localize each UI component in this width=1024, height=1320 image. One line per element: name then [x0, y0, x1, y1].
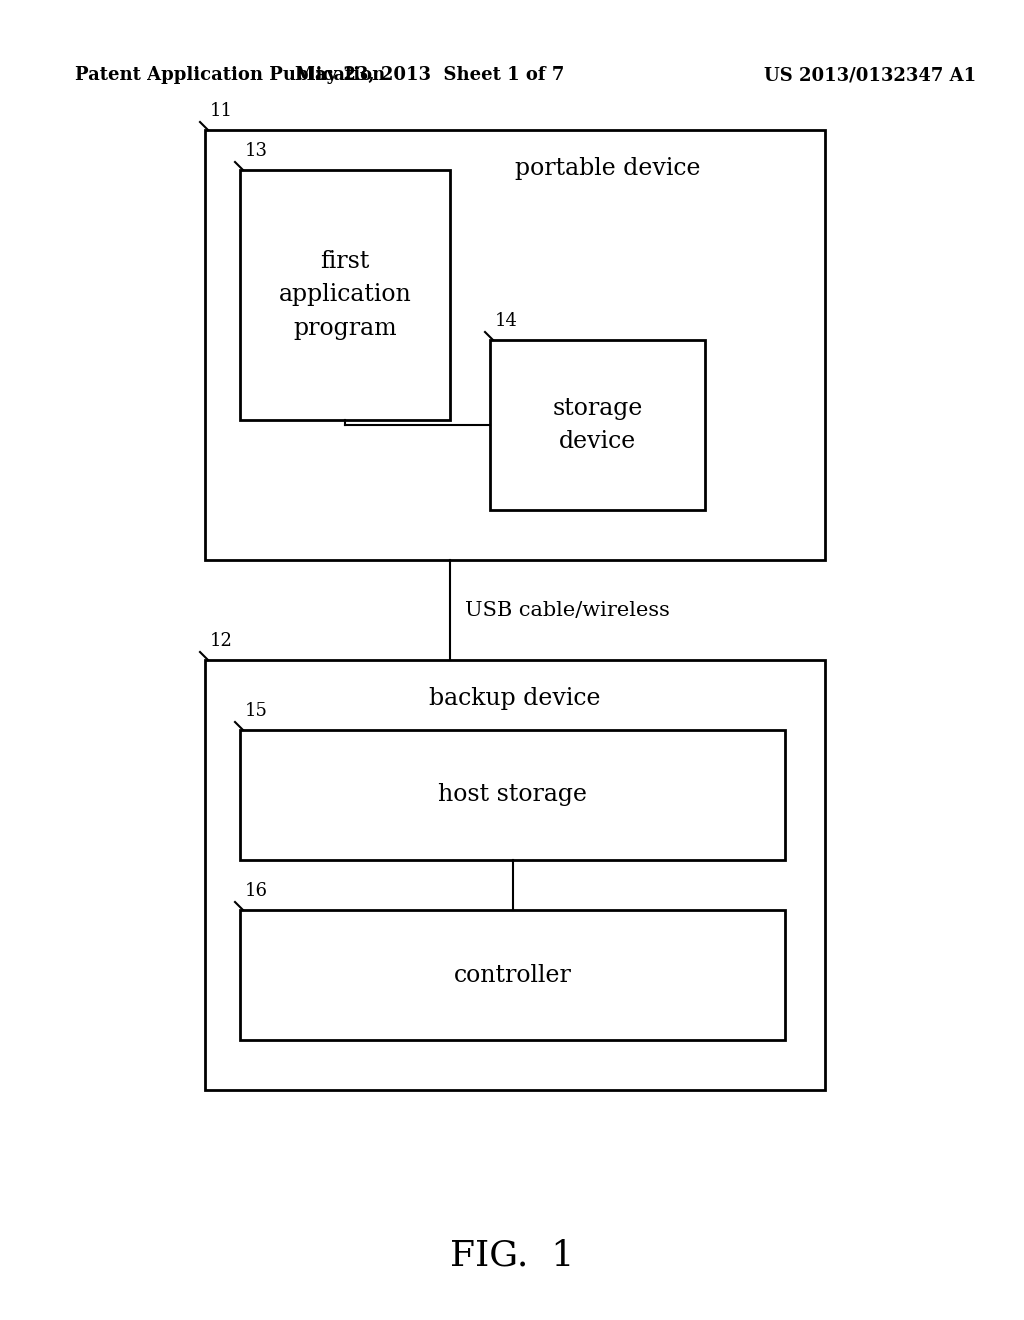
Bar	[240, 909, 785, 1040]
Text: May 23, 2013  Sheet 1 of 7: May 23, 2013 Sheet 1 of 7	[295, 66, 564, 84]
Text: 12: 12	[210, 632, 232, 649]
Bar	[240, 170, 450, 420]
Text: Patent Application Publication: Patent Application Publication	[75, 66, 385, 84]
Text: host storage: host storage	[438, 784, 587, 807]
Text: FIG.  1: FIG. 1	[450, 1238, 574, 1272]
Bar	[205, 660, 825, 1090]
Text: US 2013/0132347 A1: US 2013/0132347 A1	[764, 66, 976, 84]
Text: backup device: backup device	[429, 686, 601, 710]
Text: storage
device: storage device	[552, 396, 643, 453]
Text: 16: 16	[245, 882, 268, 900]
Text: USB cable/wireless: USB cable/wireless	[465, 601, 670, 619]
Text: 13: 13	[245, 143, 268, 160]
Bar	[240, 730, 785, 861]
Text: first
application
program: first application program	[279, 249, 412, 341]
Text: portable device: portable device	[515, 157, 700, 180]
Bar	[205, 129, 825, 560]
Text: 14: 14	[495, 312, 518, 330]
Text: controller: controller	[454, 964, 571, 986]
Bar	[490, 341, 705, 510]
Text: 15: 15	[245, 702, 268, 719]
Text: 11: 11	[210, 102, 233, 120]
